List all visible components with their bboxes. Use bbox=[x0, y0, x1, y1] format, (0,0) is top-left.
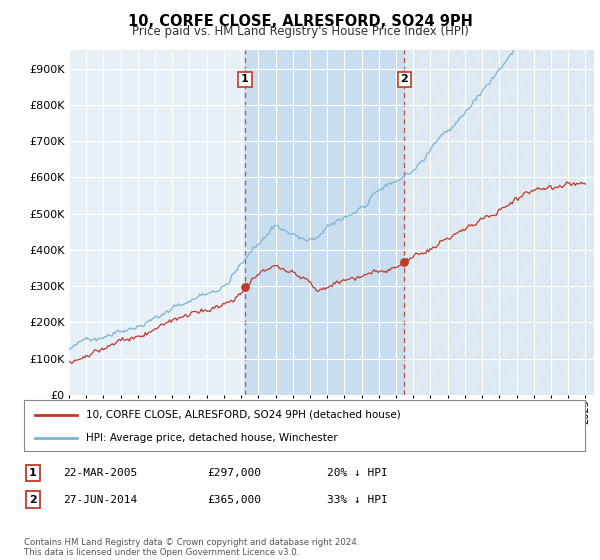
Text: 2: 2 bbox=[400, 74, 408, 85]
Bar bbox=[245, 50, 404, 395]
Text: £297,000: £297,000 bbox=[207, 468, 261, 478]
Text: HPI: Average price, detached house, Winchester: HPI: Average price, detached house, Winc… bbox=[86, 433, 337, 443]
Text: 22-MAR-2005: 22-MAR-2005 bbox=[63, 468, 137, 478]
Text: 1: 1 bbox=[29, 468, 37, 478]
Point bbox=[240, 283, 250, 292]
Text: 33% ↓ HPI: 33% ↓ HPI bbox=[327, 494, 388, 505]
Text: 10, CORFE CLOSE, ALRESFORD, SO24 9PH (detached house): 10, CORFE CLOSE, ALRESFORD, SO24 9PH (de… bbox=[86, 409, 400, 419]
Text: 1: 1 bbox=[241, 74, 249, 85]
Point bbox=[400, 258, 409, 267]
Text: 2: 2 bbox=[29, 494, 37, 505]
Text: 27-JUN-2014: 27-JUN-2014 bbox=[63, 494, 137, 505]
Text: 10, CORFE CLOSE, ALRESFORD, SO24 9PH: 10, CORFE CLOSE, ALRESFORD, SO24 9PH bbox=[128, 14, 472, 29]
Text: 20% ↓ HPI: 20% ↓ HPI bbox=[327, 468, 388, 478]
Text: £365,000: £365,000 bbox=[207, 494, 261, 505]
Text: Price paid vs. HM Land Registry's House Price Index (HPI): Price paid vs. HM Land Registry's House … bbox=[131, 25, 469, 38]
Bar bbox=[404, 50, 594, 395]
Text: Contains HM Land Registry data © Crown copyright and database right 2024.
This d: Contains HM Land Registry data © Crown c… bbox=[24, 538, 359, 557]
